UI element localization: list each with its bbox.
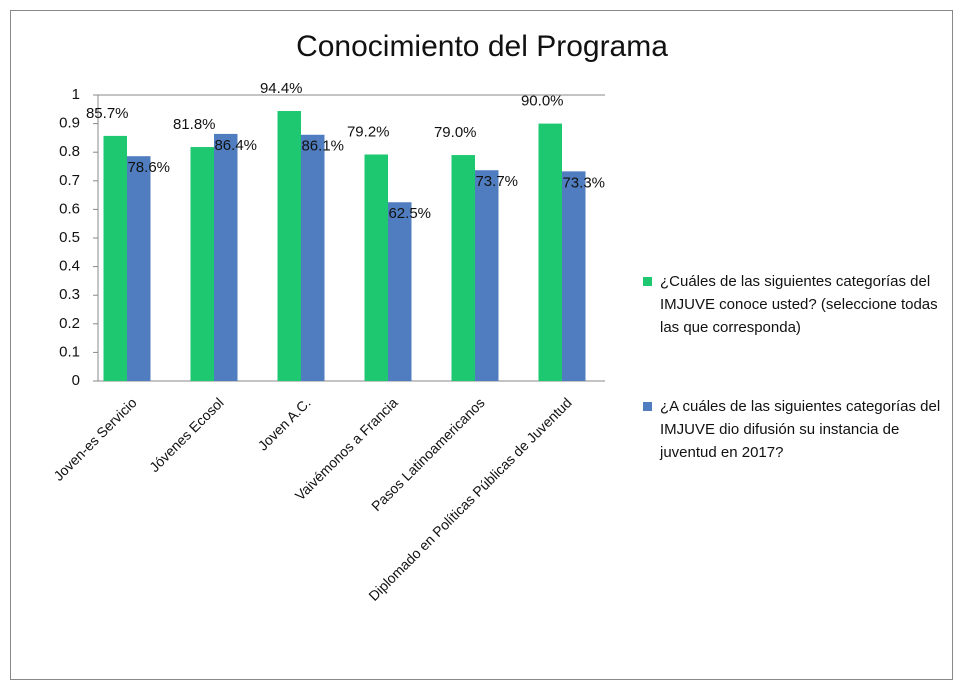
y-tick-label: 0.3: [59, 286, 80, 303]
legend-swatch: [643, 277, 652, 286]
bar: [562, 171, 586, 381]
x-tick-label: Diplomado en Políticas Públicas de Juven…: [365, 394, 574, 603]
bar: [214, 133, 238, 381]
y-tick-label: 0.1: [59, 343, 80, 360]
data-label: 81.8%: [173, 116, 216, 133]
bar: [364, 154, 388, 381]
bar: [475, 170, 499, 381]
data-label: 62.5%: [388, 205, 431, 222]
y-tick-label: 0.9: [59, 115, 80, 132]
x-tick-label: Joven A.C.: [255, 394, 314, 453]
bar: [103, 135, 127, 381]
data-label: 79.0%: [434, 124, 477, 141]
data-label: 78.6%: [127, 159, 170, 176]
x-tick-label: Jóvenes Ecosol: [146, 394, 227, 475]
bar: [388, 202, 412, 381]
y-tick-label: 0.4: [59, 258, 80, 275]
data-label: 86.1%: [301, 138, 344, 155]
y-tick-label: 0.7: [59, 172, 80, 189]
bar: [538, 123, 562, 381]
bar: [127, 156, 151, 381]
legend-entry: ¿A cuáles de las siguientes categorías d…: [660, 398, 941, 461]
y-tick-label: 1: [72, 86, 80, 103]
y-tick-label: 0: [72, 372, 80, 389]
legend-swatch: [643, 402, 652, 411]
bar: [277, 111, 301, 382]
y-tick-label: 0.5: [59, 229, 80, 246]
data-label: 73.3%: [562, 174, 605, 191]
x-tick-label: Joven-es Servicio: [50, 394, 140, 484]
chart-title: Conocimiento del Programa: [296, 30, 668, 63]
bar: [301, 134, 325, 381]
y-tick-label: 0.2: [59, 315, 80, 332]
data-label: 73.7%: [475, 173, 518, 190]
data-label: 85.7%: [86, 105, 129, 122]
bar: [190, 147, 214, 381]
data-label: 94.4%: [260, 80, 303, 97]
data-label: 79.2%: [347, 123, 390, 140]
data-label: 86.4%: [214, 137, 257, 154]
data-label: 90.0%: [521, 93, 564, 110]
y-tick-label: 0.8: [59, 143, 80, 160]
y-tick-label: 0.6: [59, 200, 80, 217]
legend-entry: ¿Cuáles de las siguientes categorías del…: [660, 273, 938, 336]
bar: [451, 155, 475, 381]
